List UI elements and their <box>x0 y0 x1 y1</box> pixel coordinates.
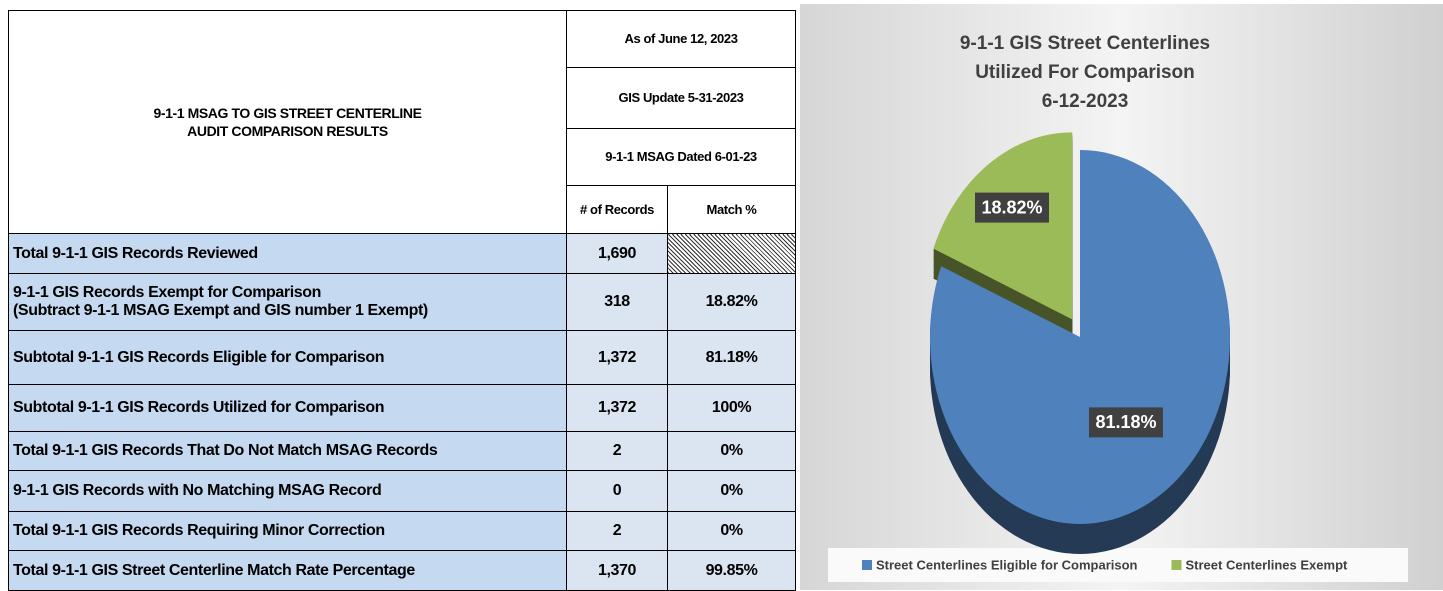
row-label: Total 9-1-1 GIS Records Requiring Minor … <box>8 511 567 551</box>
row-label: 9-1-1 GIS Records with No Matching MSAG … <box>8 470 567 512</box>
records-cell: 2 <box>566 431 668 471</box>
row-label: Total 9-1-1 GIS Street Centerline Match … <box>8 550 567 591</box>
header-row: GIS Update 5-31-2023 <box>9 67 797 129</box>
label-line: Total 9-1-1 GIS Records That Do Not Matc… <box>13 442 438 459</box>
header-cell: 9-1-1 MSAG Dated 6-01-23 <box>565 128 797 186</box>
records-cell: 1,372 <box>566 330 668 385</box>
row-label: Subtotal 9-1-1 GIS Records Eligible for … <box>8 330 567 385</box>
title-line: 9-1-1 MSAG TO GIS STREET CENTERLINE <box>153 105 422 121</box>
match-cell: 81.18% <box>666 330 797 385</box>
data-row: Total 9-1-1 GIS Street Centerline Match … <box>8 550 797 591</box>
header-row: 9-1-1 MSAG TO GIS STREET CENTERLINE AUDIT… <box>8 10 797 234</box>
row-label: Total 9-1-1 GIS Records Reviewed <box>8 233 567 274</box>
data-label-box <box>974 192 1049 223</box>
label-line: 9-1-1 GIS Records with No Matching MSAG … <box>13 482 382 499</box>
header-row: 9-1-1 MSAG Dated 6-01-23 <box>9 128 797 186</box>
row-label: 9-1-1 GIS Records Exempt for Comparison(… <box>8 273 567 331</box>
match-cell: 100% <box>666 384 797 432</box>
chart-title: Utilized For Comparison <box>975 62 1195 83</box>
data-row: Subtotal 9-1-1 GIS Records Utilized for … <box>8 384 797 432</box>
data-row: Subtotal 9-1-1 GIS Records Eligible for … <box>8 330 797 385</box>
data-label-box <box>1088 407 1163 438</box>
label-line: Subtotal 9-1-1 GIS Records Eligible for … <box>13 348 385 366</box>
records-cell: 1,370 <box>566 550 668 591</box>
data-row: Total 9-1-1 GIS Records That Do Not Matc… <box>8 431 797 471</box>
legend-box <box>828 548 1408 582</box>
data-row: Total 9-1-1 GIS Records Reviewed 1,690 <box>8 233 797 274</box>
legend-label: Street Centerlines Exempt <box>1186 557 1349 572</box>
pie-slice <box>933 132 1073 320</box>
label-line: Total 9-1-1 GIS Street Centerline Match … <box>13 561 415 579</box>
match-cell: 0% <box>666 431 797 471</box>
column-header: # of Records <box>566 185 668 234</box>
table-title: 9-1-1 MSAG TO GIS STREET CENTERLINE AUDIT… <box>8 10 567 234</box>
data-row: 9-1-1 GIS Records with No Matching MSAG … <box>8 470 797 512</box>
data-label: 18.82% <box>981 197 1042 217</box>
legend-label: Street Centerlines Eligible for Comparis… <box>876 557 1138 572</box>
legend-swatch <box>1171 560 1182 570</box>
match-cell: 0% <box>666 470 797 512</box>
hatched-cell <box>666 233 797 274</box>
chart-title: 9-1-1 GIS Street Centerlines <box>960 33 1210 54</box>
records-cell: 318 <box>566 273 668 331</box>
row-label: Total 9-1-1 GIS Records That Do Not Matc… <box>8 431 567 471</box>
title-line: AUDIT COMPARISON RESULTS <box>187 123 388 139</box>
label-line: Subtotal 9-1-1 GIS Records Utilized for … <box>13 399 385 416</box>
header-cell: As of June 12, 2023 <box>565 10 797 68</box>
match-cell: 99.85% <box>666 550 797 591</box>
data-row: 9-1-1 GIS Records Exempt for Comparison(… <box>8 273 797 331</box>
match-cell: 0% <box>666 511 797 551</box>
records-cell: 0 <box>566 470 668 512</box>
chart-title: 6-12-2023 <box>1042 91 1129 112</box>
records-cell: 2 <box>566 511 668 551</box>
label-line: 9-1-1 GIS Records Exempt for Comparison <box>13 284 322 301</box>
legend-swatch <box>862 560 872 570</box>
data-row: Total 9-1-1 GIS Records Requiring Minor … <box>8 511 797 551</box>
match-cell: 18.82% <box>666 273 797 331</box>
label-line: Total 9-1-1 GIS Records Reviewed <box>13 244 258 262</box>
label-line: Total 9-1-1 GIS Records Requiring Minor … <box>13 522 385 539</box>
label-line: (Subtract 9-1-1 MSAG Exempt and GIS numb… <box>13 302 428 319</box>
header-cell: GIS Update 5-31-2023 <box>565 67 797 129</box>
data-label: 81.18% <box>1095 412 1156 432</box>
audit-table: 9-1-1 MSAG TO GIS STREET CENTERLINE AUDIT… <box>8 10 797 591</box>
column-header-row: # of Records Match % <box>9 185 797 234</box>
